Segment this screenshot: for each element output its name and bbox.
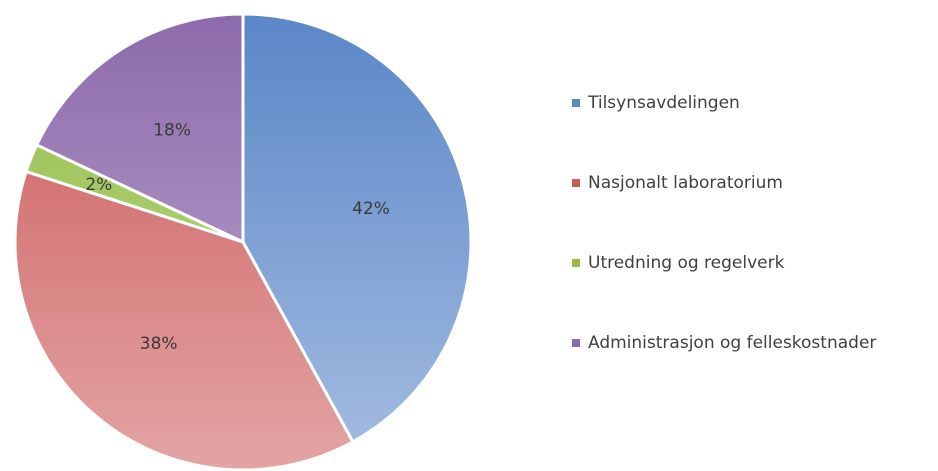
legend-marker [572,339,580,347]
legend-label: Tilsynsavdelingen [587,93,740,113]
pie-slice [34,12,245,245]
data-label: 18% [153,120,191,140]
legend-label: Utredning og regelverk [588,253,785,273]
pie-slice [13,169,355,471]
data-label: 2% [85,175,112,195]
legend-marker [572,259,580,267]
legend-label: Administrasjon og felleskostnader [588,333,876,353]
legend-label: Nasjonalt laboratorium [588,173,783,193]
legend-marker [572,99,580,107]
data-label: 42% [352,199,390,219]
data-label: 38% [140,334,178,354]
legend-marker [572,179,580,187]
pie-slice [241,12,473,444]
